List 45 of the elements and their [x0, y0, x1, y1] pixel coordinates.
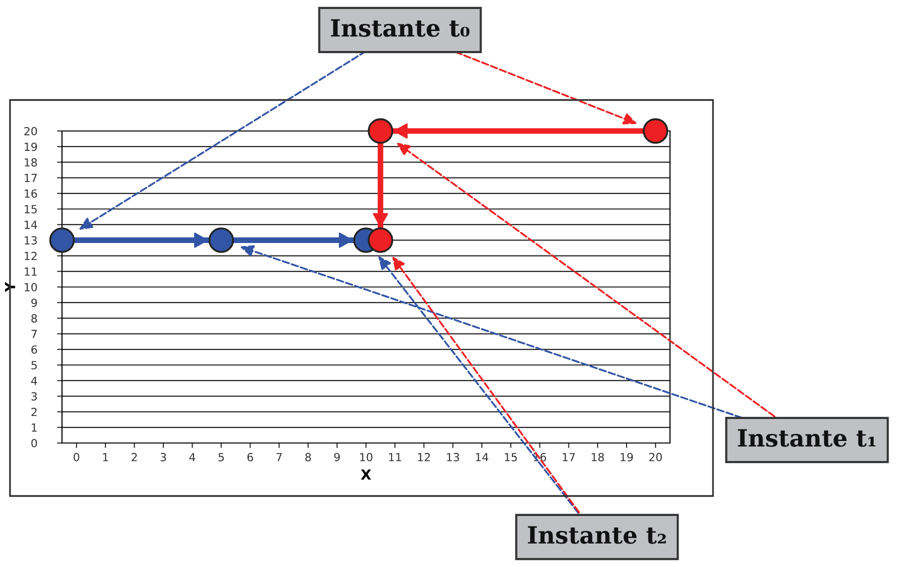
x-tick-label: 7	[276, 453, 282, 462]
x-tick-label: 1	[103, 453, 108, 462]
y-tick-label: 1	[32, 424, 37, 432]
y-tick-label: 18	[24, 158, 37, 167]
x-tick-label: 0	[74, 452, 80, 462]
y-tick-label: 7	[32, 330, 37, 338]
text: Instante t₁	[738, 429, 876, 447]
y-tick-label: 9	[31, 298, 37, 307]
y-tick-label: 16	[24, 189, 37, 198]
x-tick-label: 18	[592, 452, 604, 462]
y-tick-label: 6	[31, 345, 37, 354]
x-tick-label: 2	[132, 452, 137, 462]
x-axis-title: X	[360, 469, 372, 480]
x-tick-label: 8	[305, 452, 311, 462]
text: Instante t₀	[330, 19, 470, 37]
x-tick-label: 5	[218, 453, 224, 462]
x-tick-label: 3	[160, 452, 166, 462]
x-tick-label: 20	[649, 452, 662, 462]
y-tick-label: 10	[24, 282, 37, 292]
x-tick-label: 12	[418, 452, 430, 462]
x-tick-label: 17	[562, 453, 575, 462]
y-tick-label: 19	[24, 142, 37, 151]
x-tick-label: 15	[504, 453, 517, 462]
x-tick-label: 9	[334, 452, 340, 462]
x-tick-label: 10	[360, 452, 372, 462]
y-tick-label: 0	[31, 438, 37, 448]
text: Instante t₂	[528, 526, 666, 544]
x-tick-label: 4	[189, 453, 196, 462]
y-tick-label: 4	[31, 376, 38, 385]
y-tick-label: 17	[24, 174, 37, 182]
x-tick-label: 13	[447, 452, 460, 462]
y-tick-label: 3	[31, 392, 37, 401]
y-tick-label: 12	[24, 252, 37, 260]
x-tick-label: 11	[389, 453, 401, 462]
x-tick-label: 6	[247, 452, 254, 462]
y-tick-label: 13	[24, 236, 37, 245]
y-tick-label: 20	[24, 126, 37, 136]
x-tick-label: 14	[476, 453, 488, 462]
y-tick-label: 15	[24, 205, 37, 214]
y-tick-label: 14	[24, 220, 38, 229]
x-tick-label: 19	[620, 452, 633, 462]
y-tick-label: 11	[24, 268, 37, 276]
y-tick-label: 2	[31, 408, 37, 416]
y-tick-label: 8	[31, 314, 37, 323]
y-tick-label: 5	[31, 361, 37, 370]
